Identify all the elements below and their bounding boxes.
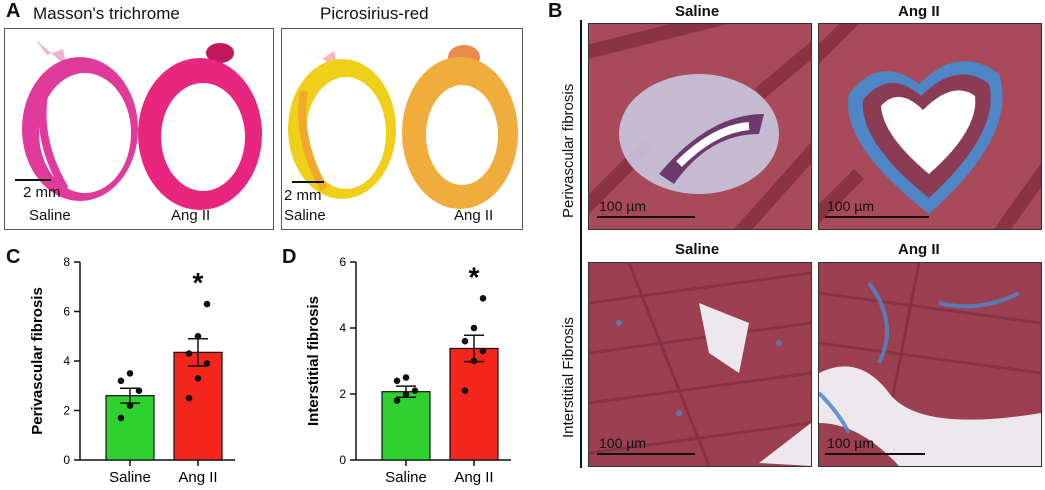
c-data-point: [203, 300, 211, 308]
d-y-tick-label: 6: [339, 255, 346, 269]
d-data-point: [461, 337, 469, 345]
c-y-tick-label: 6: [63, 305, 70, 319]
c-y-tick-label: 2: [63, 404, 70, 418]
c-data-point: [126, 370, 134, 377]
scalebar-perivascular-saline: [597, 216, 695, 218]
c-x-label: Ang II: [178, 469, 217, 486]
picrosirius-scale-text: 2 mm: [284, 187, 322, 204]
d-significance-star: *: [469, 261, 480, 292]
d-data-point: [470, 357, 478, 365]
scalebar-interstitial-saline: [597, 453, 695, 455]
c-data-point: [185, 394, 193, 402]
micrograph-perivascular-angii: 100 µm: [818, 23, 1042, 230]
d-data-point: [402, 390, 410, 398]
d-data-point: [479, 295, 487, 302]
micrograph-interstitial-saline: 100 µm: [588, 262, 812, 467]
trichrome-saline-heart: [22, 39, 138, 201]
scalebar-perivascular-angii: [825, 216, 929, 218]
b-row-interstitial: Interstitial Fibrosis: [560, 317, 577, 438]
c-x-label: Saline: [109, 469, 151, 486]
b-col-angii: Ang II: [898, 3, 940, 20]
c-significance-star: *: [193, 267, 204, 298]
scale-text-perivascular-angii: 100 µm: [827, 198, 874, 214]
picrosirius-angii-heart: [402, 45, 518, 209]
c-data-point: [185, 350, 193, 357]
scale-text-interstitial-saline: 100 µm: [599, 435, 646, 451]
c-y-label: Perivascular fibrosis: [29, 287, 46, 435]
trichrome-label-angii: Ang II: [171, 207, 211, 224]
picrosirius-title: Picrosirius-red: [320, 4, 429, 23]
trichrome-label-saline: Saline: [29, 207, 71, 224]
c-y-tick-label: 8: [63, 255, 70, 269]
b-row2-saline: Saline: [675, 241, 720, 258]
panel-letter-a: A: [6, 0, 21, 22]
trichrome-title: Masson's trichrome: [33, 4, 180, 23]
d-y-tick-label: 2: [339, 387, 346, 401]
d-y-label: Interstitial fibrosis: [305, 296, 322, 426]
chart-interstitial: 0 2 4 6 Interstitial fibrosis Saline Ang II *: [305, 255, 511, 486]
d-data-point: [393, 377, 401, 385]
d-data-point: [470, 324, 478, 332]
d-data-point: [393, 397, 401, 404]
scale-text-interstitial-angii: 100 µm: [827, 435, 874, 451]
trichrome-angii-heart: [138, 43, 262, 210]
d-x-label: Saline: [385, 469, 427, 486]
c-bar-ang-ii: [173, 351, 223, 461]
chart-perivascular: 0 2 4 6 8 Perivascular fibrosis Saline Ang II *: [29, 255, 235, 486]
c-data-point: [117, 414, 125, 422]
b-col-saline: Saline: [675, 3, 720, 20]
d-y-tick-label: 4: [339, 321, 346, 335]
c-data-point: [117, 377, 125, 385]
scalebar-interstitial-angii: [825, 453, 925, 455]
scale-text-perivascular-saline: 100 µm: [599, 198, 646, 214]
d-x-label: Ang II: [454, 469, 493, 486]
panel-letter-d: D: [282, 246, 297, 268]
micrograph-perivascular-saline: 100 µm: [588, 23, 812, 230]
c-y-tick-label: 0: [63, 453, 70, 467]
d-data-point: [411, 387, 419, 394]
picrosirius-saline-heart: [288, 47, 396, 199]
c-data-point: [135, 387, 143, 394]
trichrome-frame: 2 mm Saline Ang II: [4, 28, 274, 230]
b-row-perivascular: Perivascular fibrosis: [560, 83, 577, 218]
b-row2-angii: Ang II: [898, 241, 940, 258]
c-data-point: [203, 360, 211, 367]
d-data-point: [402, 374, 410, 381]
picrosirius-label-angii: Ang II: [454, 207, 494, 224]
b-divider: [580, 20, 582, 468]
d-bar-ang-ii: [449, 347, 499, 461]
c-data-point: [194, 332, 202, 340]
c-data-point: [194, 375, 202, 382]
panel-letter-b: B: [548, 0, 563, 22]
d-bar-saline: [381, 391, 431, 461]
trichrome-scale-bar: [15, 179, 51, 181]
trichrome-scale-text: 2 mm: [23, 184, 61, 201]
trichrome-hearts: [22, 39, 262, 210]
picrosirius-hearts: [288, 45, 518, 209]
picrosirius-scale-bar: [292, 181, 324, 183]
d-data-point: [479, 347, 487, 355]
micrograph-interstitial-angii: 100 µm: [818, 262, 1042, 467]
d-y-tick-label: 0: [339, 453, 346, 467]
picrosirius-label-saline: Saline: [284, 207, 326, 224]
picrosirius-frame: 2 mm Saline Ang II: [281, 28, 523, 230]
d-data-point: [461, 387, 469, 394]
c-data-point: [126, 402, 134, 409]
panel-letter-c: C: [6, 246, 21, 268]
c-y-tick-label: 4: [63, 354, 70, 368]
